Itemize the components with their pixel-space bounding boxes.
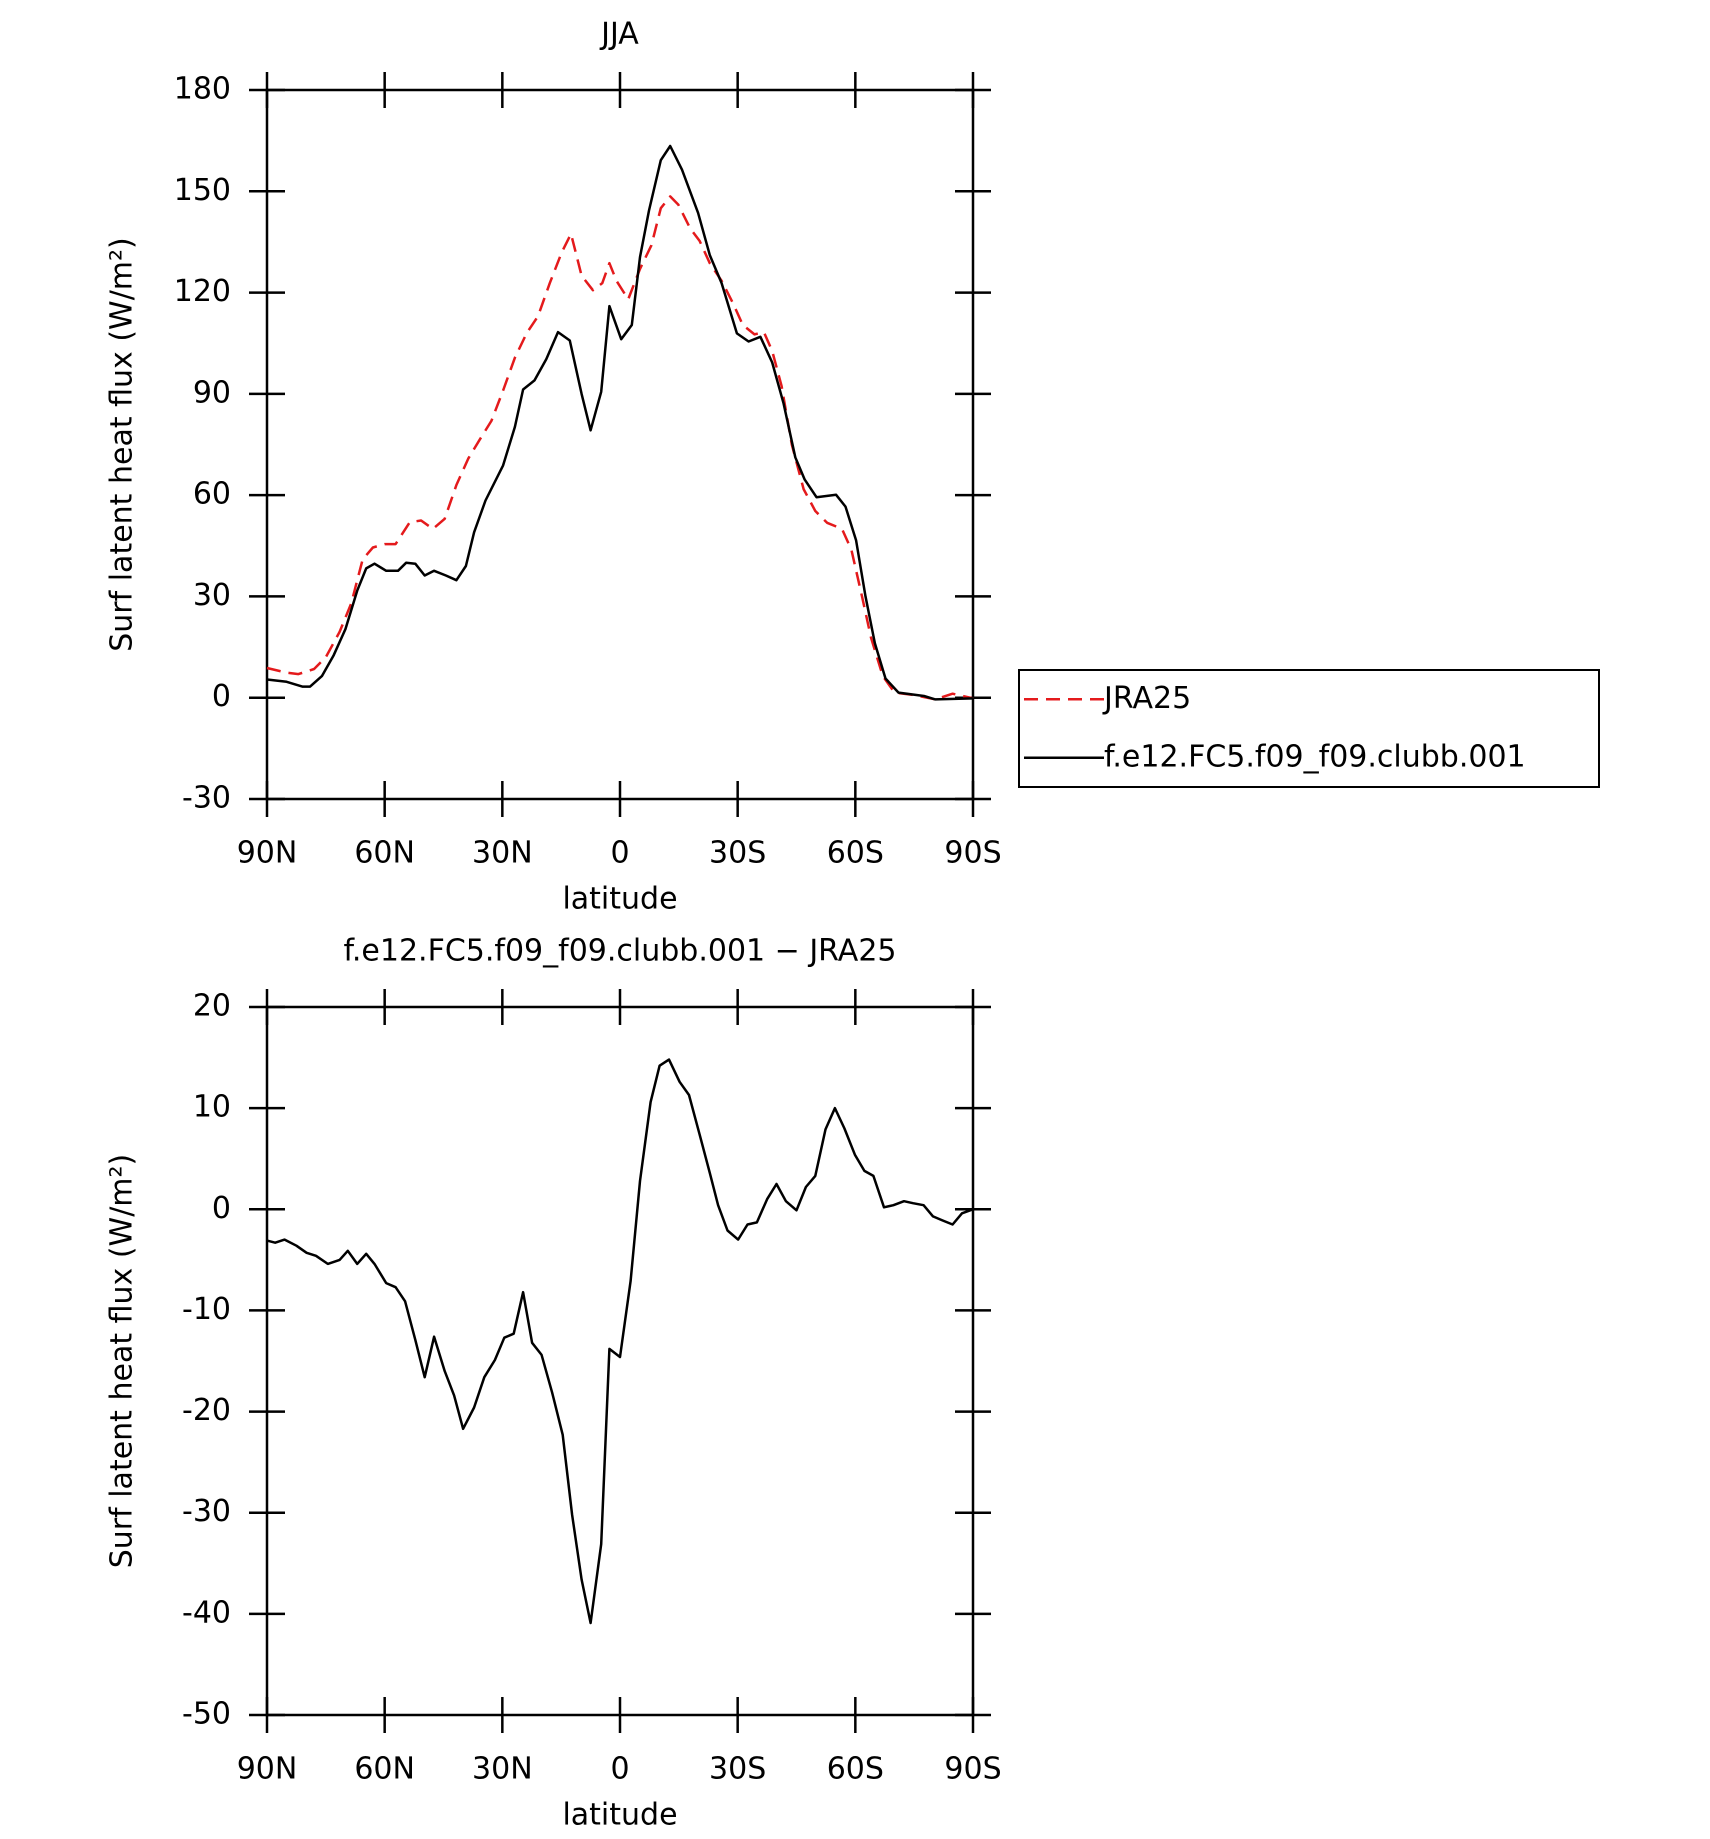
y-axis-label: Surf latent heat flux (W/m²) bbox=[105, 1154, 140, 1569]
x-axis-label: latitude bbox=[562, 1798, 677, 1833]
series-line bbox=[266, 144, 974, 701]
y-tick-label: -30 bbox=[182, 781, 231, 816]
y-tick-label: -20 bbox=[182, 1393, 231, 1428]
x-tick-label: 60N bbox=[354, 1752, 415, 1787]
x-axis-label: latitude bbox=[562, 882, 677, 917]
x-tick-label: 60N bbox=[354, 836, 415, 871]
x-tick-label: 30N bbox=[472, 1752, 533, 1787]
plot-frame bbox=[265, 1005, 975, 1717]
legend: JRA25 f.e12.FC5.f09_f09.clubb.001 bbox=[1018, 669, 1600, 788]
x-tick-label: 30N bbox=[472, 836, 533, 871]
y-tick-label: 180 bbox=[174, 72, 231, 107]
y-tick-label: -40 bbox=[182, 1595, 231, 1630]
y-tick-label: 0 bbox=[212, 679, 231, 714]
y-tick-label: 60 bbox=[193, 477, 231, 512]
legend-box bbox=[1018, 669, 1600, 788]
y-tick-label: 10 bbox=[193, 1090, 231, 1125]
y-tick-label: -10 bbox=[182, 1292, 231, 1327]
x-tick-label: 60S bbox=[827, 1752, 884, 1787]
chart-title: f.e12.FC5.f09_f09.clubb.001 − JRA25 bbox=[343, 934, 896, 969]
y-tick-label: 120 bbox=[174, 274, 231, 309]
x-tick-label: 90N bbox=[237, 1752, 298, 1787]
chart-title: JJA bbox=[599, 17, 639, 52]
y-tick-label: -30 bbox=[182, 1494, 231, 1529]
y-axis-label: Surf latent heat flux (W/m²) bbox=[105, 237, 140, 652]
x-tick-label: 30S bbox=[709, 836, 766, 871]
x-tick-label: 90N bbox=[237, 836, 298, 871]
legend-label: JRA25 bbox=[1102, 681, 1191, 716]
x-tick-label: 0 bbox=[610, 1752, 629, 1787]
x-tick-label: 0 bbox=[610, 836, 629, 871]
x-tick-label: 60S bbox=[827, 836, 884, 871]
x-tick-label: 30S bbox=[709, 1752, 766, 1787]
y-tick-label: 150 bbox=[174, 173, 231, 208]
x-tick-label: 90S bbox=[944, 1752, 1001, 1787]
series-line bbox=[266, 195, 974, 701]
legend-label: f.e12.FC5.f09_f09.clubb.001 bbox=[1104, 739, 1526, 774]
y-tick-label: 20 bbox=[193, 989, 231, 1024]
series-line bbox=[266, 1058, 974, 1625]
x-tick-label: 90S bbox=[944, 836, 1001, 871]
y-tick-label: 90 bbox=[193, 375, 231, 410]
y-tick-label: 30 bbox=[193, 578, 231, 613]
plot-frame bbox=[265, 88, 975, 801]
y-tick-label: 0 bbox=[212, 1191, 231, 1226]
y-tick-label: -50 bbox=[182, 1697, 231, 1732]
